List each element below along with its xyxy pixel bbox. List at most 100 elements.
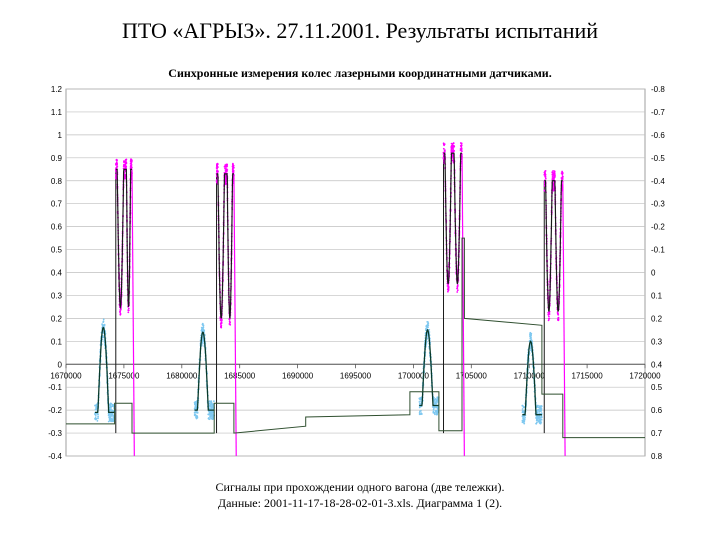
caption-line-1: Сигналы при прохождении одного вагона (д… [215, 480, 505, 494]
burst-mean-line [115, 168, 132, 310]
pulse-mean-line [95, 326, 115, 414]
blue-point [94, 415, 97, 417]
magenta-point [453, 145, 455, 148]
blue-point [433, 412, 436, 415]
blue-point [94, 413, 97, 415]
y2-tick-label: -0.3 [651, 200, 665, 209]
x-tick-label: 1675000 [108, 371, 140, 380]
blue-point [433, 400, 436, 402]
magenta-point [447, 288, 450, 291]
y-tick-label: 0.5 [51, 246, 63, 255]
magenta-point [561, 188, 564, 191]
magenta-point [119, 310, 121, 313]
blue-point [211, 417, 213, 420]
y2-tick-label: -0.2 [651, 223, 665, 232]
magenta-point [127, 311, 130, 314]
magenta-point [442, 147, 445, 150]
blue-point [435, 398, 437, 400]
blue-point [112, 414, 115, 417]
burst-mean-line [443, 152, 462, 285]
blue-point [521, 408, 524, 410]
blue-point [522, 415, 525, 418]
magenta-point [443, 149, 446, 152]
y-tick-label: 0.7 [51, 200, 63, 209]
magenta-point [232, 165, 234, 168]
magenta-point [556, 313, 559, 315]
blue-point [426, 321, 429, 323]
blue-point [426, 323, 429, 326]
magenta-point [127, 307, 130, 310]
magenta-point [225, 174, 227, 177]
blue-point [97, 415, 99, 418]
blue-point [522, 405, 525, 408]
magenta-point [561, 172, 564, 174]
blue-point [540, 408, 542, 411]
y-tick-label: 1.1 [51, 108, 63, 117]
blue-point [537, 409, 539, 412]
blue-point [213, 400, 215, 403]
magenta-point [551, 177, 554, 179]
blue-point [194, 402, 197, 405]
y2-tick-label: -0.5 [651, 154, 665, 163]
x-tick-label: 1715000 [572, 371, 604, 380]
blue-point [523, 422, 526, 425]
x-tick-label: 1680000 [166, 371, 198, 380]
magenta-point [461, 150, 463, 153]
y-tick-label: -0.4 [48, 452, 62, 461]
burst-tail [233, 173, 237, 457]
y-tick-label: 0.9 [51, 154, 63, 163]
blue-point [540, 416, 542, 419]
magenta-point [224, 168, 227, 170]
magenta-point [220, 326, 223, 329]
blue-point [109, 415, 111, 418]
magenta-point [216, 164, 219, 167]
blue-point [194, 411, 196, 414]
pulse-mean-line [194, 331, 215, 411]
magenta-point [548, 315, 550, 318]
y2-tick-label: 0.2 [651, 314, 663, 323]
x-tick-label: 1700000 [398, 371, 430, 380]
magenta-point [124, 169, 126, 172]
blue-point [202, 326, 205, 329]
blue-point [210, 411, 213, 414]
blue-point [95, 418, 97, 421]
burst-tail [461, 153, 465, 457]
blue-point [426, 324, 429, 327]
magenta-point [543, 171, 546, 174]
blue-point [437, 410, 439, 412]
y2-tick-label: 0.7 [651, 429, 663, 438]
blue-point [419, 397, 422, 400]
y2-tick-label: -0.8 [651, 85, 665, 94]
pulse-mean-line [522, 340, 542, 416]
blue-point [419, 402, 421, 405]
blue-point [522, 419, 524, 422]
magenta-point [544, 173, 547, 176]
x-tick-label: 1670000 [50, 371, 82, 380]
blue-point [101, 323, 103, 325]
blue-point [107, 414, 110, 417]
magenta-point [124, 166, 127, 169]
blue-point [425, 325, 428, 328]
magenta-point [123, 161, 125, 164]
magenta-point [125, 158, 128, 161]
y-tick-label: 0.8 [51, 177, 63, 186]
blue-point [418, 401, 421, 403]
x-tick-label: 1705000 [456, 371, 488, 380]
blue-point [537, 417, 539, 420]
blue-point [523, 421, 525, 423]
magenta-point [442, 142, 445, 145]
magenta-point [216, 163, 219, 166]
blue-point [112, 420, 115, 423]
magenta-point [451, 149, 453, 152]
blue-point [432, 408, 435, 411]
magenta-point [557, 319, 560, 322]
y-tick-label: 0 [58, 360, 63, 369]
y2-tick-label: 0.1 [651, 291, 663, 300]
blue-point [195, 417, 198, 420]
magenta-point [548, 317, 551, 320]
blue-point [102, 321, 105, 323]
magenta-point [557, 317, 559, 320]
magenta-point [229, 323, 232, 326]
burst-mean-line [544, 180, 563, 312]
magenta-point [547, 319, 550, 322]
